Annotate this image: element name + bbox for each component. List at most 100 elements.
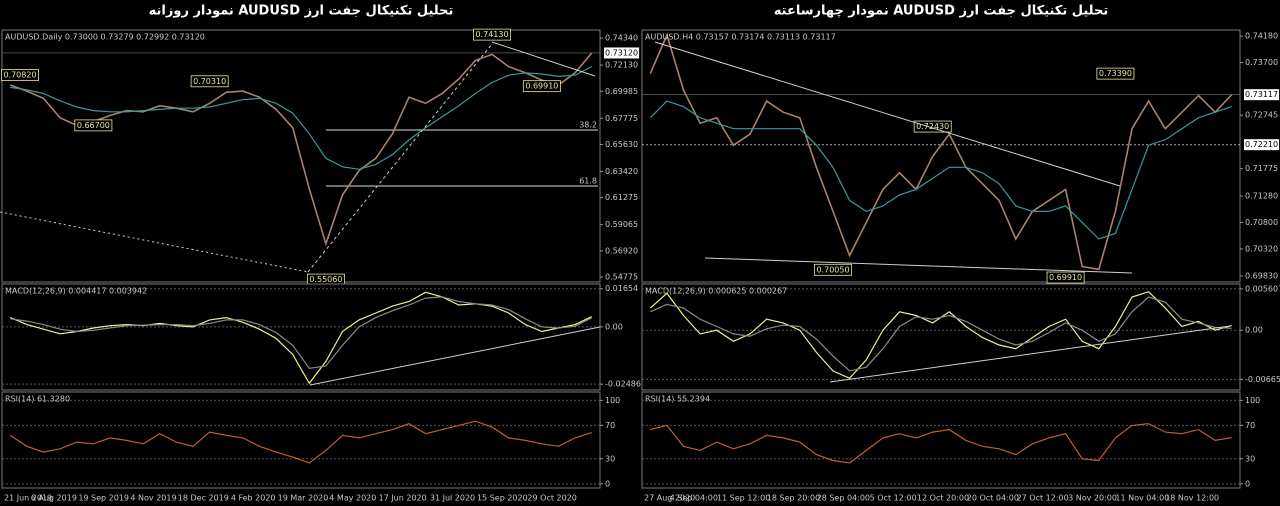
x-tick-label: 11 Sep 12:00	[717, 494, 770, 503]
annotation-label: 0.69910	[1049, 273, 1082, 282]
y-tick-label: 0.74340	[605, 34, 638, 43]
x-tick-label: 4 Nov 2019	[130, 494, 176, 503]
trend-lines	[0, 41, 1231, 386]
annotation-label: 0.69910	[525, 82, 558, 91]
y-tick-label: 0	[605, 479, 610, 488]
y-tick-label: 0.56920	[605, 246, 638, 255]
y-tick-label: 0.70800	[1245, 218, 1278, 227]
series-line	[649, 100, 1232, 240]
panel-header: MACD(12,26,9) 0.000625 0.000267	[645, 287, 787, 296]
y-tick-label: 0.00	[605, 322, 623, 331]
panel-header: AUDUSD.Daily 0.73000 0.73279 0.72992 0.7…	[5, 33, 205, 42]
series-line	[650, 296, 1232, 372]
x-tick-label: 20 Oct 04:00	[967, 494, 1019, 503]
x-tick-label: 12 Oct 20:00	[917, 494, 969, 503]
annotation-box	[1046, 271, 1085, 284]
fib-label: 38.2	[579, 121, 597, 130]
annotation-box	[1096, 67, 1135, 80]
annotation-box	[913, 120, 952, 133]
y-tick-label: -0.006656	[1245, 375, 1280, 384]
y-tick-label: 0.67775	[605, 114, 638, 123]
annotation-box	[522, 80, 561, 93]
y-tick-label: -0.02486	[605, 380, 641, 389]
x-tick-label: 29 Oct 2020	[527, 494, 576, 503]
trend-line	[654, 41, 1121, 187]
y-tick-label: 0.73700	[1245, 58, 1278, 67]
y-tick-label: 0	[1245, 479, 1250, 488]
panel-header: RSI(14) 55.2394	[645, 395, 710, 404]
x-tick-label: 28 Sep 04:00	[817, 494, 870, 503]
panel-frame	[641, 391, 1241, 489]
x-tick-label: 19 Sep 2019	[78, 494, 129, 503]
y-tick-label: 70	[605, 421, 615, 430]
y-tick-label: 0.70320	[1245, 244, 1278, 253]
trend-line	[829, 325, 1231, 383]
series-line	[10, 291, 592, 385]
fib-label: 61.8	[579, 176, 597, 185]
panel: 100 70 30 0 RSI(14) 55.2394	[641, 391, 1260, 489]
chart-title: تحلیل تکنیکال جفت ارز AUDUSD نمودار روزا…	[149, 4, 454, 19]
y-tick-label: 0.65630	[605, 140, 638, 149]
x-tick-label: 5 Oct 12:00	[870, 494, 917, 503]
annotation-box	[1, 69, 39, 81]
chart-title: تحلیل تکنیکال جفت ارز AUDUSD نمودار چهار…	[774, 4, 1108, 19]
x-tick-label: 18 Sep 20:00	[767, 494, 820, 503]
annotation-box	[190, 75, 229, 88]
panel-header: AUDUSD.H4 0.73157 0.73174 0.73113 0.7311…	[645, 33, 836, 42]
y-tick-label: 0.59065	[605, 220, 638, 229]
series-line	[650, 423, 1232, 464]
x-tick-label: 31 Jul 2020	[430, 494, 475, 503]
panel-header: RSI(14) 61.3280	[5, 395, 70, 404]
y-tick-label: 0.63420	[605, 167, 638, 176]
annotation-box	[814, 263, 852, 276]
y-tick-label: 0.69985	[605, 87, 638, 96]
annotation-label: 0.72430	[916, 122, 949, 131]
annotation-label: 0.70310	[193, 77, 226, 86]
x-tick-label: 27 Aug 2020	[644, 494, 695, 503]
x-tick-label: 19 Mar 2020	[278, 494, 329, 503]
last-price-box	[604, 47, 640, 59]
y-tick-label: 0.00	[1245, 326, 1263, 335]
annotation-box	[74, 119, 113, 132]
x-tick-label: 18 Dec 2019	[178, 494, 229, 503]
y-tick-label: 0.01654	[605, 284, 638, 293]
trend-line	[704, 257, 1133, 274]
trend-line	[309, 326, 601, 386]
x-tick-label: 4 Sep 04:00	[670, 494, 718, 503]
y-tick-label: 0.72130	[605, 61, 638, 70]
last-price-box	[1244, 89, 1280, 101]
series-line	[649, 32, 1233, 271]
y-tick-label: 70	[1245, 421, 1255, 430]
level-box	[1244, 139, 1280, 151]
series-line	[10, 66, 592, 170]
y-tick-label: 0.71280	[1245, 191, 1278, 200]
panel-frame	[1, 283, 601, 391]
annotation-label: 0.73390	[1099, 69, 1132, 78]
series-line	[9, 420, 592, 464]
trend-line	[307, 43, 493, 273]
x-tick-label: 27 Oct 12:00	[1017, 494, 1069, 503]
annotation-label: 0.70820	[3, 71, 36, 80]
x-tick-label: 15 Sep 2020	[477, 494, 528, 503]
annotation-label: 0.74130	[475, 30, 508, 39]
series-line	[10, 296, 592, 369]
y-tick-label: 0.71775	[1245, 164, 1278, 173]
panel: 0.005607 0.00 -0.006656 MACD(12,26,9) 0.000…	[641, 283, 1280, 391]
trend-line	[491, 41, 596, 77]
panel-frame	[1, 391, 601, 489]
panel: 0.74180 0.73700 0.72745 0.71775 0.71280 0.708…	[641, 29, 1280, 284]
y-tick-label: 0.54775	[605, 273, 638, 282]
y-tick-label: 30	[605, 454, 615, 463]
y-tick-label: 0.61275	[605, 193, 638, 202]
panel-frame	[641, 29, 1241, 283]
y-tick-label: 100	[605, 396, 620, 405]
x-tick-label: 11 Nov 04:00	[1115, 494, 1169, 503]
trend-line	[0, 211, 309, 273]
panel: 0.74340 0.72130 0.69985 0.67775 0.65630 0.634…	[1, 28, 640, 286]
x-tick-label: 3 Nov 20:00	[1068, 494, 1117, 503]
panel-header: MACD(12,26,9) 0.004417 0.003942	[5, 287, 147, 296]
x-tick-label: 4 May 2020	[329, 494, 376, 503]
y-tick-label: 100	[1245, 396, 1260, 405]
y-tick-label: 0.72745	[1245, 111, 1278, 120]
annotation-label: 0.55060	[309, 275, 342, 284]
